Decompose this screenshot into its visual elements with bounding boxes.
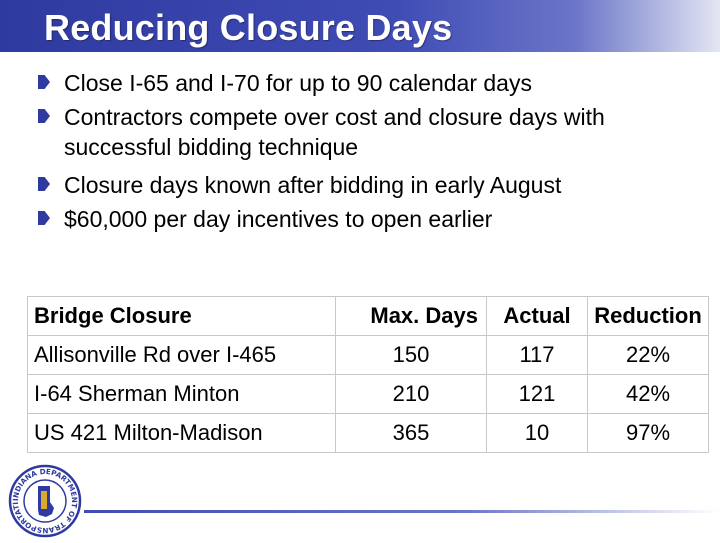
bullet-marker-icon [38,75,50,89]
cell-reduction: 42% [587,374,709,414]
cell-max-days: 365 [335,413,487,453]
seal-graphic: INDIANA DEPARTMENT OF TRANSPORTATION [5,457,82,538]
bullet-item: $60,000 per day incentives to open earli… [36,204,706,234]
bullet-item: Close I-65 and I-70 for up to 90 calenda… [36,68,706,98]
table-row: I-64 Sherman Minton 210 121 42% [27,374,709,414]
table-row: Allisonville Rd over I-465 150 117 22% [27,335,709,375]
cell-actual: 10 [486,413,588,453]
cell-bridge: US 421 Milton-Madison [27,413,336,453]
bullet-marker-icon [38,109,50,123]
cell-reduction: 22% [587,335,709,375]
seal-torch [41,491,47,509]
bullet-text: $60,000 per day incentives to open earli… [64,206,493,232]
cell-max-days: 150 [335,335,487,375]
header-bridge-closure: Bridge Closure [27,296,336,336]
closure-table: Bridge Closure Max. Days Actual Reductio… [27,296,709,453]
header-reduction: Reduction [587,296,709,336]
footer-rule [84,510,720,513]
bullet-text: Close I-65 and I-70 for up to 90 calenda… [64,70,532,96]
cell-max-days: 210 [335,374,487,414]
bullet-marker-icon [38,177,50,191]
header-max-days: Max. Days [335,296,487,336]
bullet-item: Closure days known after bidding in earl… [36,170,706,200]
cell-reduction: 97% [587,413,709,453]
cell-actual: 117 [486,335,588,375]
cell-bridge: Allisonville Rd over I-465 [27,335,336,375]
bullet-item: Contractors compete over cost and closur… [36,102,706,162]
bullet-list: Close I-65 and I-70 for up to 90 calenda… [36,68,706,242]
bullet-marker-icon [38,211,50,225]
slide-title: Reducing Closure Days [44,7,453,48]
table-header-row: Bridge Closure Max. Days Actual Reductio… [27,296,709,336]
bullet-text: Closure days known after bidding in earl… [64,172,562,198]
table-row: US 421 Milton-Madison 365 10 97% [27,413,709,453]
bullet-text: Contractors compete over cost and closur… [64,104,605,160]
header-actual: Actual [486,296,588,336]
title-bar: Reducing Closure Days [0,0,720,52]
cell-bridge: I-64 Sherman Minton [27,374,336,414]
cell-actual: 121 [486,374,588,414]
indot-seal-icon: INDIANA DEPARTMENT OF TRANSPORTATION [5,457,82,538]
